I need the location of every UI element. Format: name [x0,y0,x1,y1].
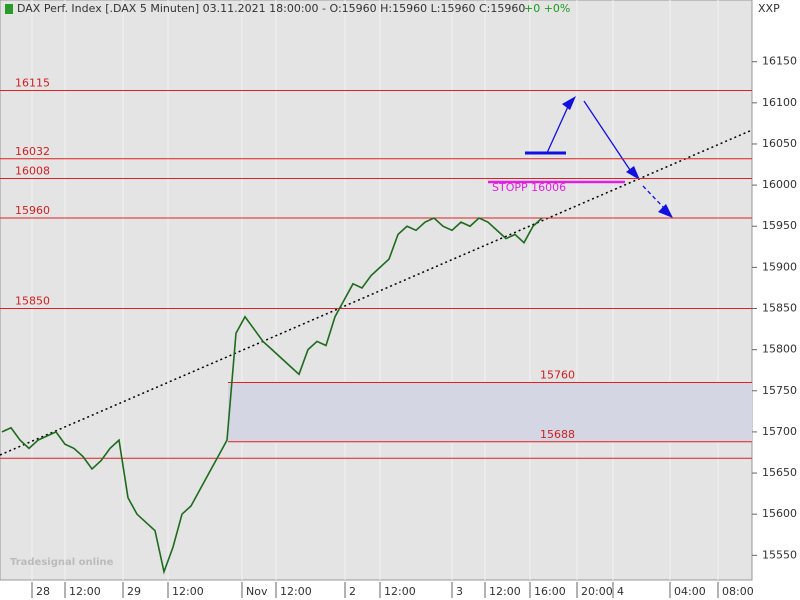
level-label: 16008 [15,165,50,178]
arrow-heads [562,96,673,218]
level-label: 15850 [15,295,50,308]
zone [228,382,752,442]
trend-line [0,129,753,456]
level-label: 15960 [15,204,50,217]
level-label: 16115 [15,76,50,89]
plot-area [0,0,753,581]
chart-title: DAX Perf. Index [.DAX 5 Minuten] 03.11.2… [17,2,525,15]
x-tick-label: 29 [127,585,141,598]
y-tick-label: 15550 [762,548,797,561]
x-tick-label: 08:00 [722,585,754,598]
level-label: 16032 [15,145,50,158]
x-tick-label: 4 [617,585,624,598]
currency: XXP [758,2,780,15]
y-tick-label: 15900 [762,260,797,273]
y-tick-label: 15950 [762,219,797,232]
x-tick-label: 3 [456,585,463,598]
level-label: 15760 [540,369,575,382]
y-tick-label: 16050 [762,137,797,150]
y-tick-label: 15600 [762,507,797,520]
x-tick-label: 04:00 [674,585,706,598]
y-tick-label: 15800 [762,343,797,356]
change: +0 +0% [524,2,570,15]
stop-label: STOPP 16006 [492,181,566,194]
x-tick-label: 20:00 [581,585,613,598]
x-tick-label: 12:00 [69,585,101,598]
x-tick-label: 16:00 [534,585,566,598]
x-tick-label: 2 [349,585,356,598]
y-tick-label: 15650 [762,466,797,479]
x-tick-label: 12:00 [172,585,204,598]
y-tick-label: 15700 [762,425,797,438]
x-tick-label: 12:00 [280,585,312,598]
y-tick-label: 15850 [762,302,797,315]
status-icon [5,4,13,14]
level-label: 15688 [540,428,575,441]
y-tick-label: 16150 [762,55,797,68]
projection-arrows [525,99,665,209]
x-tick-label: 12:00 [489,585,521,598]
x-tick-label: 28 [36,585,50,598]
x-tick-label: 12:00 [384,585,416,598]
y-tick-label: 15750 [762,384,797,397]
price-line [1,217,543,575]
y-tick-label: 16000 [762,178,797,191]
y-tick-label: 16100 [762,96,797,109]
x-tick-label: Nov [246,585,268,598]
watermark: Tradesignal online [10,557,114,568]
